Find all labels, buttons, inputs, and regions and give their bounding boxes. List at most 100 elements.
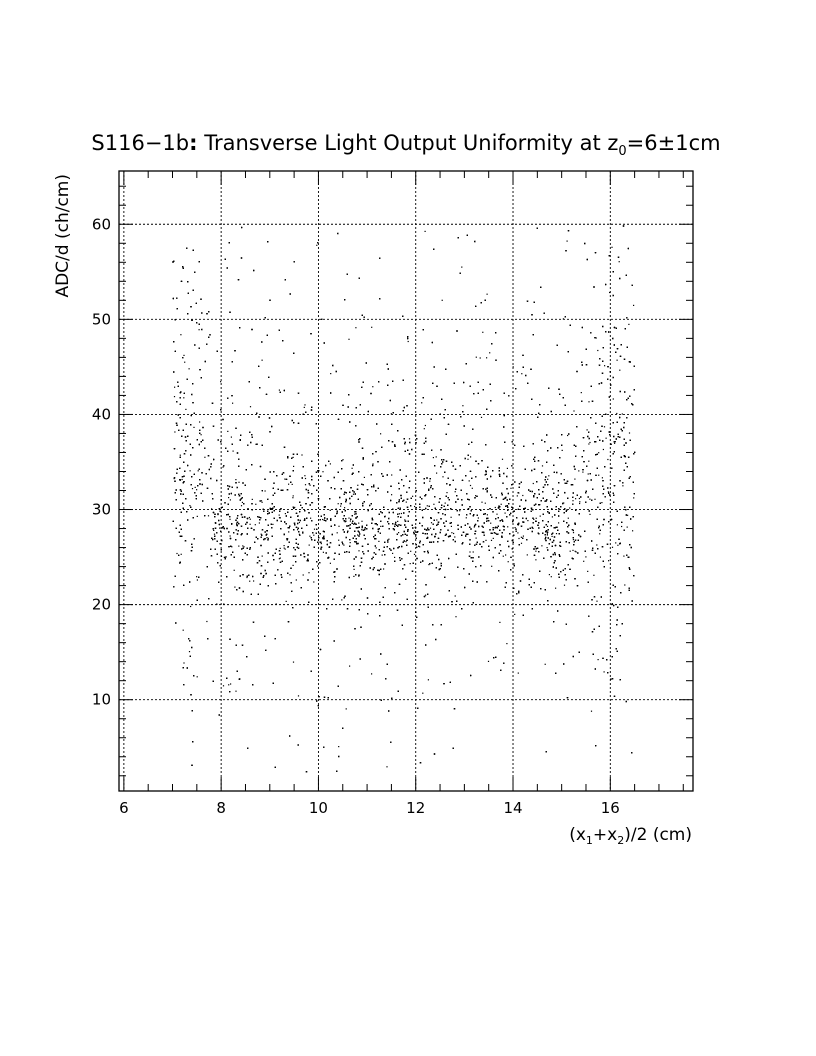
scatter-point: [311, 502, 314, 504]
scatter-point: [587, 570, 589, 572]
scatter-point: [357, 534, 359, 536]
scatter-point: [405, 541, 407, 543]
scatter-point: [249, 518, 251, 520]
scatter-point: [206, 620, 208, 623]
scatter-point: [563, 584, 566, 586]
scatter-point: [412, 495, 414, 497]
scatter-point: [302, 532, 304, 534]
scatter-point: [449, 484, 451, 486]
scatter-point: [541, 545, 543, 547]
scatter-point: [279, 547, 281, 549]
scatter-point: [572, 530, 574, 532]
scatter-point: [546, 533, 548, 535]
scatter-point: [301, 454, 303, 456]
scatter-point: [499, 621, 501, 623]
scatter-point: [510, 487, 512, 489]
scatter-point: [603, 426, 606, 428]
scatter-point: [518, 537, 520, 540]
scatter-point: [213, 529, 215, 531]
scatter-point: [616, 359, 618, 361]
scatter-point: [322, 471, 324, 473]
scatter-point: [444, 502, 446, 504]
scatter-point: [390, 413, 392, 415]
scatter-point: [292, 661, 295, 663]
scatter-point: [278, 514, 280, 516]
scatter-point: [598, 474, 600, 476]
scatter-point: [236, 522, 238, 524]
scatter-point: [455, 616, 457, 618]
scatter-point: [550, 576, 552, 578]
scatter-point: [231, 546, 233, 548]
scatter-point: [304, 404, 306, 406]
scatter-point: [414, 530, 416, 532]
scatter-point: [429, 527, 432, 529]
scatter-point: [527, 520, 529, 522]
scatter-point: [207, 515, 210, 517]
scatter-point: [329, 463, 331, 465]
scatter-point: [494, 506, 496, 509]
scatter-point: [435, 456, 437, 458]
scatter-point: [514, 613, 516, 615]
scatter-point: [424, 230, 426, 232]
scatter-point: [298, 521, 300, 524]
scatter-point: [254, 524, 256, 526]
scatter-point: [596, 600, 598, 602]
scatter-point: [567, 434, 569, 437]
scatter-point: [180, 334, 182, 336]
scatter-point: [342, 459, 344, 461]
scatter-point: [179, 454, 181, 456]
scatter-point: [616, 524, 618, 526]
scatter-point: [621, 525, 623, 528]
scatter-point: [211, 508, 213, 510]
scatter-point: [292, 456, 294, 458]
scatter-point: [227, 430, 229, 432]
scatter-point: [535, 517, 537, 519]
scatter-point: [394, 556, 396, 558]
scatter-point: [391, 494, 393, 496]
scatter-point: [222, 466, 224, 468]
scatter-point: [316, 244, 318, 246]
scatter-point: [294, 506, 296, 508]
scatter-point: [616, 412, 618, 415]
scatter-point: [349, 520, 351, 522]
scatter-point: [597, 659, 599, 661]
scatter-point: [596, 544, 598, 546]
scatter-point: [173, 396, 176, 398]
scatter-point: [603, 671, 605, 673]
scatter-point: [512, 366, 514, 368]
scatter-point: [454, 595, 456, 597]
scatter-point: [517, 672, 519, 674]
scatter-point: [563, 502, 565, 504]
scatter-point: [579, 502, 581, 505]
scatter-point: [182, 629, 184, 631]
scatter-point: [320, 541, 322, 543]
scatter-point: [267, 537, 269, 539]
scatter-point: [191, 488, 194, 490]
scatter-point: [200, 434, 202, 436]
scatter-point: [562, 318, 564, 320]
scatter-point: [436, 519, 438, 521]
scatter-point: [497, 533, 499, 535]
scatter-point: [428, 564, 430, 566]
scatter-point: [285, 600, 287, 602]
scatter-point: [251, 498, 253, 500]
scatter-point: [213, 533, 216, 535]
scatter-point: [260, 500, 263, 502]
scatter-point: [223, 556, 225, 558]
scatter-point: [338, 746, 340, 748]
scatter-point: [451, 532, 453, 534]
scatter-point: [477, 517, 479, 519]
scatter-point: [235, 479, 237, 481]
scatter-point: [551, 535, 553, 537]
scatter-point: [611, 546, 614, 548]
scatter-point: [398, 513, 400, 515]
scatter-point: [264, 490, 266, 492]
scatter-point: [174, 431, 176, 433]
scatter-point: [349, 542, 351, 544]
scatter-point: [260, 533, 262, 535]
scatter-point: [188, 368, 190, 370]
scatter-point: [233, 569, 235, 571]
scatter-point: [311, 502, 313, 504]
scatter-point: [388, 538, 390, 540]
scatter-point: [397, 520, 399, 522]
